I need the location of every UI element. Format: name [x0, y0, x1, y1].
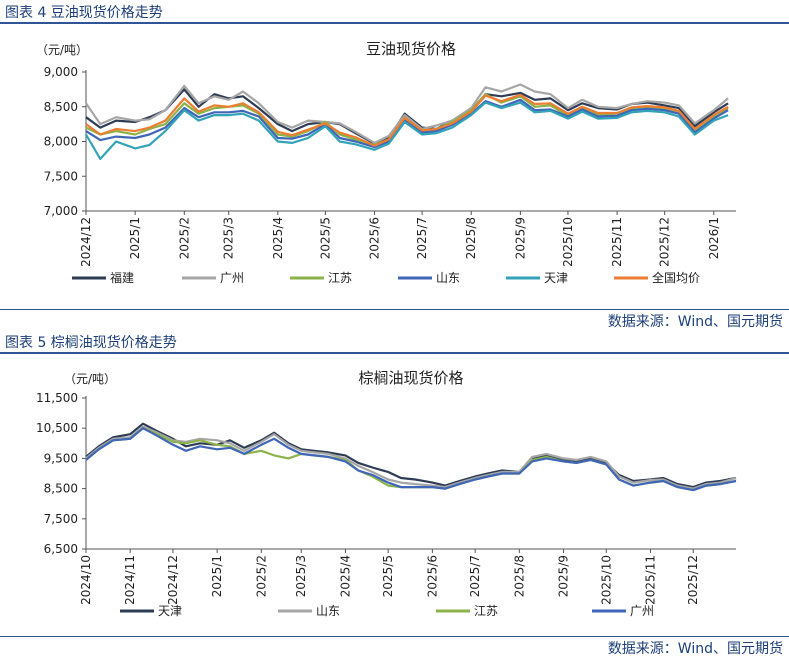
soybean-oil-chart: 豆油现货价格 （元/吨） 7,000 7,500 8,000 8,500 9,000 2024…: [36, 40, 736, 285]
palm-x-tick-label: 2025/8: [512, 555, 526, 597]
palm-y-tick-label: 8,500: [44, 482, 78, 496]
soybean-x-tick-label: 2025/5: [318, 217, 332, 259]
palm-x-tick-label: 2025/7: [468, 555, 482, 597]
palm-x-tick-label: 2025/3: [294, 555, 308, 597]
palm-x-tick-label: 2024/10: [79, 555, 93, 605]
palm-x-tick-label: 2025/5: [381, 555, 395, 597]
figure1-header: 图表 4 豆油现货价格走势: [0, 0, 789, 24]
palm-y-tick-label: 6,500: [44, 542, 78, 556]
soybean-legend-label-5: 天津: [544, 271, 568, 285]
figure2-header-rule: [0, 352, 789, 354]
figure2-source-rule: [0, 636, 789, 637]
palm-y-unit: （元/吨）: [64, 372, 116, 386]
soybean-x-tick-label: 2025/1: [128, 217, 142, 259]
figure2-title: 图表 5 棕榈油现货价格走势: [5, 335, 177, 351]
palm-legend-label-3: 江苏: [474, 604, 498, 618]
palm-legend-label-4: 广州: [630, 604, 654, 618]
palm-x-tick-label: 2025/12: [686, 555, 700, 605]
figure1-header-rule: [0, 22, 789, 24]
palm-x-tick-label: 2025/6: [425, 555, 439, 597]
soybean-x-tick-label: 2025/8: [464, 217, 478, 259]
palm-series-line-4: [85, 427, 737, 492]
soybean-x-tick-label: 2025/7: [415, 217, 429, 259]
soybean-series-line-6: [85, 93, 729, 147]
soybean-x-tick-label: 2025/4: [271, 217, 285, 259]
palm-x-tick-label: 2025/2: [254, 555, 268, 597]
palm-y-tick-label: 7,500: [44, 512, 78, 526]
palm-x-tick-label: 2024/12: [166, 555, 180, 605]
soybean-y-tick-label: 7,000: [44, 204, 78, 218]
soybean-x-tick-label: 2025/6: [368, 217, 382, 259]
palm-x-tick-label: 2025/10: [599, 555, 613, 605]
palm-chart-title: 棕榈油现货价格: [358, 369, 463, 387]
palm-x-tick-label: 2025/4: [338, 555, 352, 597]
soybean-series-line-2: [85, 83, 729, 145]
soybean-series-line-5: [85, 101, 729, 160]
palm-x-tick-label: 2025/9: [557, 555, 571, 597]
palm-series-line-1: [85, 422, 737, 489]
palm-x-tick-label: 2024/11: [123, 555, 137, 605]
soybean-chart-title: 豆油现货价格: [366, 40, 456, 58]
soybean-y-tick-label: 7,500: [44, 169, 78, 183]
palm-oil-chart: 棕榈油现货价格 （元/吨） 6,500 7,500 8,500 9,500 10,500 11…: [36, 369, 737, 618]
palm-legend-label-2: 山东: [316, 604, 340, 618]
palm-legend-label-1: 天津: [158, 604, 182, 618]
palm-x-tick-label: 2025/1: [210, 555, 224, 597]
soybean-x-tick-label: 2026/1: [707, 217, 721, 259]
soybean-x-tick-label: 2025/12: [658, 217, 672, 267]
soybean-x-tick-label: 2025/11: [610, 217, 624, 267]
soybean-y-tick-label: 8,500: [44, 100, 78, 114]
soybean-legend-label-4: 山东: [436, 271, 460, 285]
soybean-series-line-4: [85, 98, 729, 149]
figure1-source-rule: [0, 309, 789, 310]
palm-series-line-2: [85, 425, 737, 490]
soybean-x-tick-label: 2025/2: [177, 217, 191, 259]
figure1-source: 数据来源：Wind、国元期货: [607, 314, 783, 330]
soybean-x-tick-label: 2024/12: [79, 217, 93, 267]
palm-y-tick-label: 9,500: [44, 451, 78, 465]
figure2-source: 数据来源：Wind、国元期货: [607, 641, 783, 657]
soybean-legend-label-6: 全国均价: [652, 270, 700, 285]
palm-x-tick-label: 2025/11: [643, 555, 657, 605]
palm-y-tick-label: 11,500: [36, 391, 78, 405]
soybean-y-tick-label: 9,000: [44, 65, 78, 79]
soybean-legend-label-2: 广州: [220, 271, 244, 285]
soybean-legend-label-1: 福建: [110, 270, 134, 285]
soybean-y-unit: （元/吨）: [36, 43, 88, 57]
soybean-x-tick-label: 2025/3: [222, 217, 236, 259]
soybean-legend-label-3: 江苏: [328, 271, 352, 285]
palm-y-tick-label: 10,500: [36, 421, 78, 435]
soybean-y-tick-label: 8,000: [44, 135, 78, 149]
soybean-x-tick-label: 2025/9: [513, 217, 527, 259]
figure1-title: 图表 4 豆油现货价格走势: [5, 5, 163, 21]
soybean-x-tick-label: 2025/10: [561, 217, 575, 267]
figure2-header: 图表 5 棕榈油现货价格走势: [0, 330, 789, 354]
